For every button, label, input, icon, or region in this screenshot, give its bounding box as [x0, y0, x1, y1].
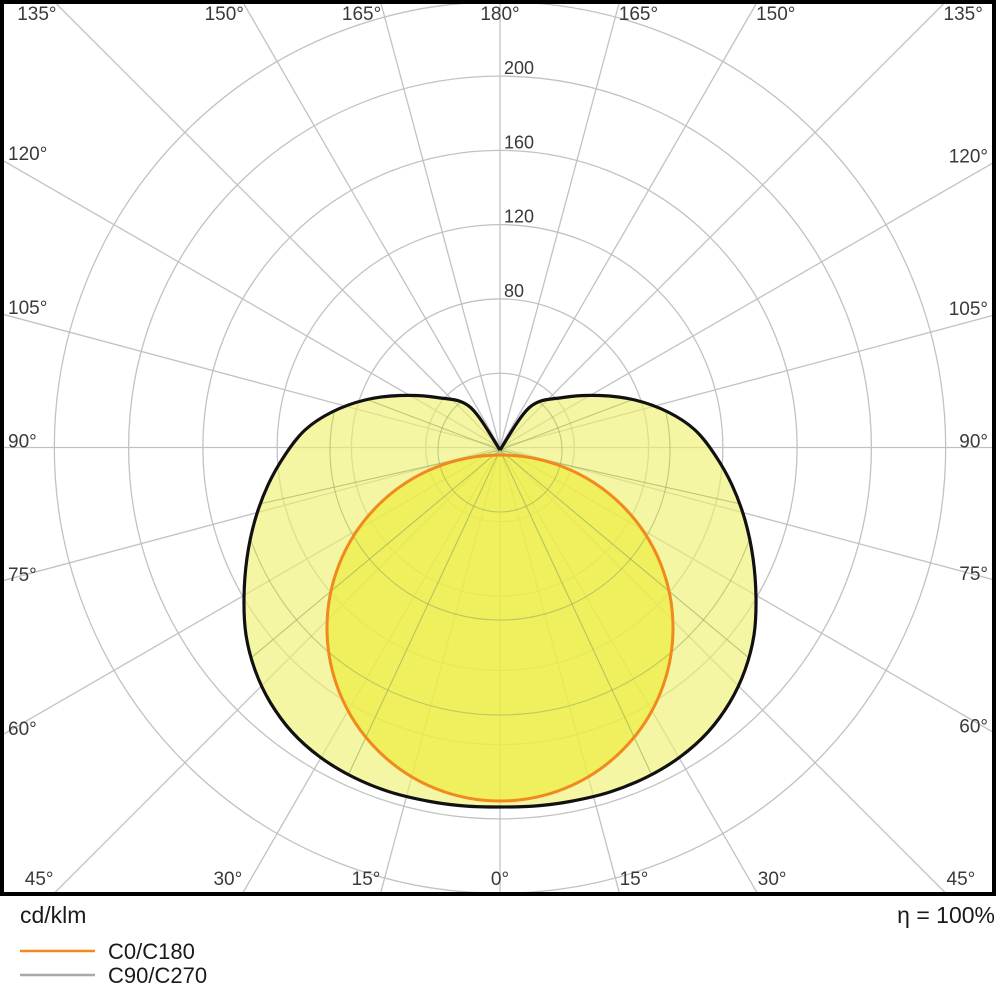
svg-text:75°: 75° [8, 565, 37, 586]
svg-text:90°: 90° [959, 432, 988, 453]
svg-text:165°: 165° [619, 4, 658, 25]
svg-text:C0/C180: C0/C180 [108, 939, 195, 964]
svg-text:cd/klm: cd/klm [20, 902, 86, 928]
svg-text:75°: 75° [959, 564, 988, 585]
svg-text:60°: 60° [959, 717, 988, 738]
svg-text:45°: 45° [25, 869, 54, 890]
svg-text:80: 80 [504, 281, 524, 301]
svg-text:105°: 105° [8, 298, 47, 319]
svg-text:200: 200 [504, 58, 534, 78]
svg-text:120°: 120° [949, 146, 988, 167]
svg-text:120: 120 [504, 207, 534, 227]
svg-text:45°: 45° [947, 869, 976, 890]
svg-text:105°: 105° [949, 299, 988, 320]
svg-text:η = 100%: η = 100% [897, 902, 995, 928]
svg-text:0°: 0° [491, 869, 509, 890]
svg-text:C90/C270: C90/C270 [108, 963, 207, 988]
svg-text:180°: 180° [480, 4, 519, 25]
svg-text:15°: 15° [620, 869, 649, 890]
svg-text:30°: 30° [213, 869, 242, 890]
svg-text:165°: 165° [342, 4, 381, 25]
svg-text:160: 160 [504, 132, 534, 152]
svg-text:135°: 135° [17, 4, 56, 25]
svg-text:15°: 15° [352, 869, 381, 890]
svg-text:90°: 90° [8, 432, 37, 453]
svg-text:150°: 150° [205, 4, 244, 25]
svg-text:150°: 150° [756, 4, 795, 25]
svg-text:30°: 30° [758, 869, 787, 890]
svg-text:120°: 120° [8, 144, 47, 165]
svg-text:135°: 135° [944, 4, 983, 25]
svg-text:60°: 60° [8, 719, 37, 740]
